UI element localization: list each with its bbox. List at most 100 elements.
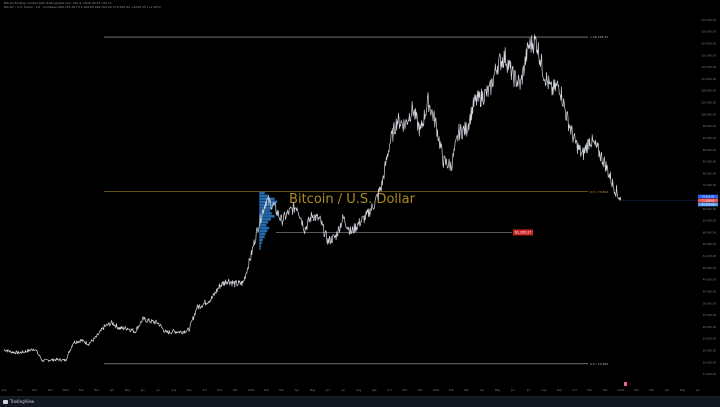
x-tick-label: Oct (387, 388, 392, 392)
y-tick-label: 128,000.00 (701, 30, 716, 34)
y-tick-label: 64,000.00 (703, 219, 717, 223)
profile-bar (259, 241, 262, 244)
y-tick-label: 56,000.00 (703, 242, 717, 246)
profile-bar (259, 235, 265, 239)
axis-tag-text-1: 71,168.60 (702, 198, 715, 202)
price-axis[interactable]: 132,000.00 128,000.00 124,000.00 120,000.00… (698, 18, 718, 376)
x-tick-label: Apr (295, 388, 300, 392)
x-tick-label: Dec (603, 388, 609, 392)
x-tick-label: Oct (17, 388, 22, 392)
x-tick-label: Jun (695, 388, 700, 392)
x-tick-label: Feb (79, 388, 84, 392)
price-chart[interactable]: 1,26,198.10 0.5 / 73,824 0.5 / 15,480 61,26… (0, 0, 720, 396)
y-tick-label: 12,000.00 (703, 372, 717, 376)
x-tick-label: Nov (32, 388, 38, 392)
profile-bar (259, 223, 267, 227)
axis-tag-text-2: 69,100.00 (702, 202, 715, 206)
chart-footer: TradingView (0, 396, 720, 407)
tradingview-logo-text: TradingView (10, 399, 35, 404)
y-tick-label: 76,000.00 (703, 183, 717, 187)
x-tick-label: May (310, 388, 316, 392)
y-tick-label: 28,000.00 (703, 325, 717, 329)
x-tick-label: Dec (233, 388, 239, 392)
support-label-box (513, 229, 533, 236)
level-label-1: 0.5 / 73,824 (590, 190, 608, 194)
y-tick-label: 36,000.00 (703, 301, 717, 305)
x-tick-label: May (125, 388, 131, 392)
x-tick-label: Jun (510, 388, 515, 392)
x-tick-label: 2024 (247, 388, 254, 392)
y-tick-label: 108,000.00 (701, 89, 716, 93)
y-tick-label: 84,000.00 (703, 160, 717, 164)
x-tick-label: Mar (464, 388, 470, 392)
y-tick-label: 88,000.00 (703, 148, 717, 152)
x-tick-label: Nov (588, 388, 594, 392)
y-tick-label: 112,000.00 (701, 77, 716, 81)
y-tick-label: 48,000.00 (703, 266, 717, 270)
profile-bar (259, 215, 275, 218)
y-tick-label: 100,000.00 (701, 112, 716, 116)
x-tick-label: Feb (264, 388, 269, 392)
tradingview-logo[interactable]: TradingView (3, 399, 34, 404)
y-tick-label: 68,000.00 (703, 207, 717, 211)
profile-bar (259, 191, 265, 195)
axis-tag-box-2 (698, 202, 718, 207)
chart-markers (620, 200, 698, 386)
volume-profile (259, 191, 278, 250)
x-tick-label: Aug (541, 388, 546, 392)
x-tick-label: Aug (171, 388, 176, 392)
price-line (3, 34, 622, 363)
y-tick-label: 24,000.00 (703, 337, 717, 341)
x-tick-label: Oct (572, 388, 577, 392)
x-tick-label: Mar (649, 388, 655, 392)
profile-bar (259, 212, 272, 215)
y-tick-label: 132,000.00 (701, 18, 716, 22)
x-tick-label: Mar (94, 388, 100, 392)
axis-tag-box-1 (698, 198, 718, 203)
x-tick-label: Jul (156, 388, 160, 392)
event-marker (623, 382, 627, 386)
profile-bar (259, 209, 271, 212)
profile-bar (259, 203, 276, 206)
y-tick-label: 60,000.00 (703, 230, 717, 234)
level-label-2: 0.5 / 15,480 (590, 362, 608, 366)
y-tick-label: 32,000.00 (703, 313, 717, 317)
y-tick-label: 16,000.00 (703, 360, 717, 364)
tradingview-logo-icon (3, 399, 8, 404)
y-tick-label: 52,000.00 (703, 254, 717, 258)
x-tick-label: Mar (279, 388, 285, 392)
profile-bar (259, 238, 263, 242)
y-tick-label: 20,000.00 (703, 348, 717, 352)
y-tick-label: 104,000.00 (701, 101, 716, 105)
x-tick-label: Sep (2, 388, 7, 392)
profile-bar (259, 232, 266, 236)
x-tick-label: Apr (480, 388, 485, 392)
x-tick-label: Jul (526, 388, 530, 392)
x-tick-label: Feb (634, 388, 639, 392)
level-label-0: 1,26,198.10 (590, 35, 608, 39)
axis-tag-text-0: 70,815.92 (702, 194, 715, 198)
x-tick-label: 2023 (62, 388, 69, 392)
x-tick-label: Aug (356, 388, 361, 392)
x-tick-label: Dec (48, 388, 54, 392)
profile-bar (259, 244, 262, 247)
profile-bar (259, 220, 269, 224)
x-tick-label: Jun (140, 388, 145, 392)
profile-bar (259, 200, 278, 204)
x-tick-label: Oct (202, 388, 207, 392)
x-tick-label: Sep (557, 388, 562, 392)
price-series (3, 34, 622, 363)
x-tick-label: May (680, 388, 686, 392)
y-tick-label: 80,000.00 (703, 171, 717, 175)
y-tick-label: 44,000.00 (703, 278, 717, 282)
x-tick-label: Sep (372, 388, 377, 392)
profile-bar (259, 206, 273, 209)
x-tick-label: Nov (217, 388, 223, 392)
x-tick-label: Jul (341, 388, 345, 392)
profile-bar (259, 247, 261, 250)
x-tick-label: 2026 (618, 388, 625, 392)
y-tick-label: 116,000.00 (701, 65, 716, 69)
y-tick-label: 96,000.00 (703, 124, 717, 128)
x-tick-label: Apr (665, 388, 670, 392)
profile-bar (259, 229, 268, 233)
